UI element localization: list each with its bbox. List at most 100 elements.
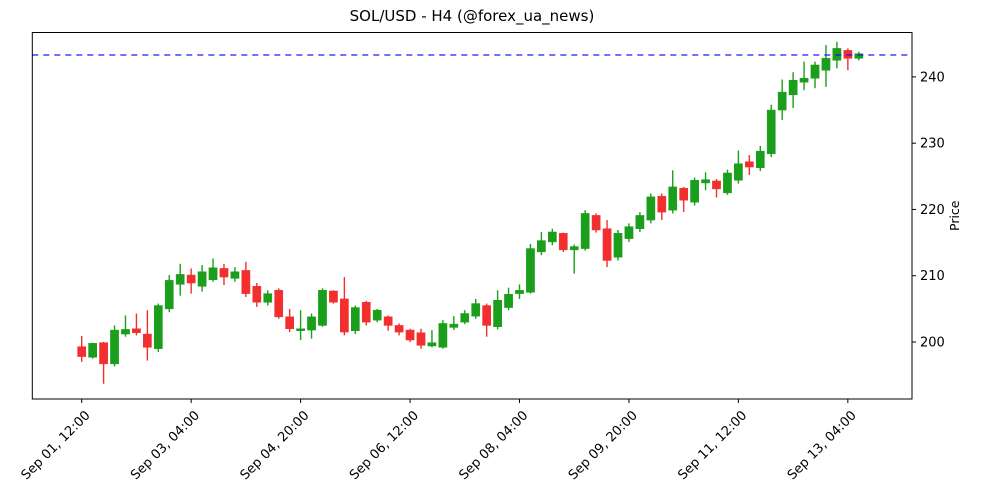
candle-body — [285, 316, 295, 329]
candle — [438, 320, 448, 349]
candle-body — [329, 290, 338, 303]
candle — [854, 51, 864, 61]
candle-body — [230, 271, 240, 279]
candle-body — [252, 286, 262, 303]
candle-body — [143, 333, 152, 348]
plot-border — [31, 32, 913, 400]
candle — [690, 177, 699, 206]
candle-body — [558, 233, 568, 251]
candle-body — [613, 233, 623, 258]
candle-body — [121, 329, 130, 335]
candle — [427, 330, 437, 348]
candle — [285, 308, 295, 333]
candle-body — [799, 77, 809, 83]
candle-body — [537, 240, 546, 253]
x-tick-label: Sep 08, 04:00 — [456, 408, 531, 483]
candle-body — [602, 228, 612, 261]
candle-body — [438, 323, 448, 348]
candle-body — [307, 316, 316, 331]
candle — [121, 315, 130, 337]
candle — [755, 145, 765, 172]
candle-body — [340, 298, 349, 333]
candle — [471, 298, 481, 319]
y-tick-label: 210 — [920, 269, 945, 284]
candle — [766, 104, 776, 158]
candle-body — [712, 180, 721, 190]
candle-body — [164, 280, 174, 310]
candle — [624, 223, 634, 242]
candle — [230, 267, 240, 282]
candle-body — [547, 231, 557, 243]
candle-body — [482, 305, 492, 326]
candle — [77, 336, 87, 362]
candle — [153, 303, 163, 352]
candle-body — [394, 325, 404, 333]
candle — [744, 155, 754, 175]
candle — [186, 268, 196, 294]
candle-body — [318, 290, 327, 326]
candle-body — [624, 226, 634, 239]
candle — [657, 193, 667, 221]
candle — [296, 310, 305, 341]
x-tick-label: Sep 04, 20:00 — [238, 408, 313, 483]
candle-body — [372, 309, 382, 321]
candle — [361, 300, 371, 326]
candle-body — [832, 48, 842, 61]
candle — [252, 283, 262, 307]
candle — [558, 232, 568, 252]
candle — [132, 313, 141, 336]
candle — [679, 186, 689, 213]
candle-body — [383, 316, 393, 326]
candle-body — [701, 179, 710, 184]
candle — [504, 287, 513, 311]
candle-body — [175, 274, 185, 285]
candle — [99, 342, 108, 384]
candle — [701, 172, 710, 191]
x-tick-label: Sep 03, 04:00 — [128, 408, 203, 483]
candle-body — [153, 305, 163, 349]
y-axis-label: Price — [947, 200, 962, 231]
candle-body — [679, 187, 689, 201]
candle — [110, 325, 119, 367]
candle — [219, 263, 229, 286]
candle — [843, 48, 853, 71]
candle — [810, 61, 820, 89]
candle-body — [515, 290, 524, 294]
candles-layer — [77, 41, 864, 384]
candle-body — [493, 300, 502, 328]
candle-body — [635, 215, 645, 229]
candle-body — [350, 307, 360, 331]
x-tick-label: Sep 11, 12:00 — [675, 408, 750, 483]
candle — [175, 263, 185, 296]
candle — [493, 290, 502, 330]
candle-body — [788, 79, 798, 96]
candle-body — [274, 290, 284, 318]
candle-body — [132, 328, 141, 333]
candle — [777, 79, 787, 120]
candle-body — [843, 50, 853, 59]
candle-body — [263, 293, 273, 303]
candle-body — [646, 196, 656, 221]
candle — [394, 323, 404, 336]
candle-body — [657, 195, 667, 213]
candle-body — [734, 163, 743, 181]
candle — [591, 213, 601, 233]
candle-body — [99, 342, 108, 365]
candle-body — [449, 323, 459, 328]
candle-body — [690, 180, 699, 203]
x-tick-label: Sep 13, 04:00 — [785, 408, 860, 483]
candle-body — [296, 328, 305, 331]
candle — [635, 212, 645, 232]
candle — [143, 310, 152, 361]
candle-body — [208, 267, 218, 280]
x-tick-label: Sep 06, 12:00 — [347, 408, 422, 483]
candle — [263, 290, 273, 306]
candle — [318, 288, 327, 327]
candle-body — [744, 161, 754, 168]
candle-body — [219, 268, 229, 278]
candle — [416, 328, 426, 349]
candle-body — [526, 248, 535, 293]
candle-body — [361, 301, 371, 323]
candle — [482, 303, 492, 337]
